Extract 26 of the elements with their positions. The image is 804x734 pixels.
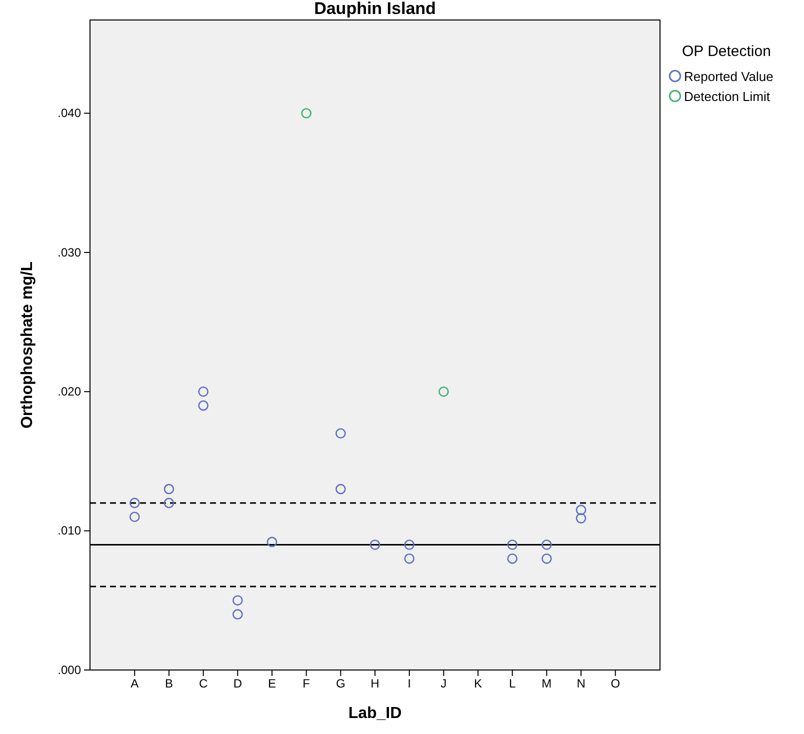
y-tick-label: .000: [58, 662, 82, 677]
x-tick-label: J: [440, 676, 447, 691]
x-tick-label: E: [268, 676, 276, 691]
y-axis-title: Orthophosphate mg/L: [19, 261, 36, 429]
x-tick-label: A: [130, 676, 139, 691]
legend-label: Detection Limit: [684, 89, 770, 104]
y-tick-label: .030: [58, 245, 82, 260]
x-tick-label: H: [370, 676, 380, 691]
y-tick-label: .010: [58, 524, 82, 538]
x-tick-label: M: [542, 676, 552, 691]
x-tick-label: B: [164, 676, 173, 691]
x-tick-label: G: [336, 676, 346, 691]
x-tick-label: F: [302, 676, 310, 691]
x-tick-label: K: [474, 676, 482, 691]
x-tick-label: D: [233, 676, 242, 691]
legend-title: OP Detection: [682, 43, 771, 60]
x-tick-label: I: [408, 676, 412, 691]
x-axis-title: Lab_ID: [348, 705, 402, 722]
x-tick-label: C: [198, 676, 208, 691]
chart-title: Dauphin Island: [314, 0, 436, 18]
x-tick-label: L: [509, 676, 516, 691]
y-tick-label: .040: [58, 106, 82, 120]
x-tick-label: N: [576, 676, 586, 691]
legend-label: Reported Value: [684, 69, 774, 84]
y-tick-label: .020: [58, 384, 82, 398]
x-tick-label: O: [610, 676, 620, 691]
